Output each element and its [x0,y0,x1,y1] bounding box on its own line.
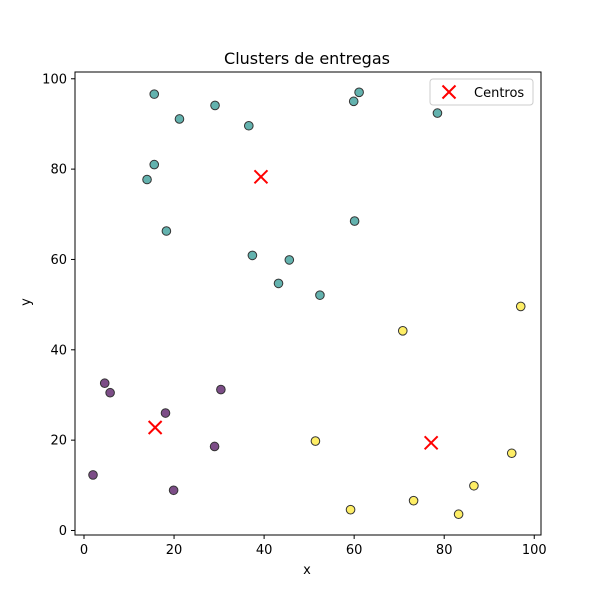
data-point-cluster-1 [210,100,220,111]
data-point-cluster-1 [284,255,295,265]
x-axis-label: x [303,563,311,578]
data-point-cluster-0 [88,470,98,480]
data-point-cluster-2 [453,509,464,520]
data-point-cluster-1 [149,159,160,170]
x-tick-label: 20 [166,543,183,558]
data-point-cluster-1 [349,216,360,226]
data-point-cluster-0 [99,378,110,389]
y-tick-label: 80 [50,163,67,178]
chart-title: Clusters de entregas [224,49,390,68]
y-tick-label: 100 [42,72,67,87]
data-point-cluster-1 [243,120,254,131]
legend-x-marker [441,84,457,100]
center-stroke [423,435,439,451]
data-point-cluster-1 [174,114,185,124]
data-point-cluster-1 [247,250,258,261]
data-point-cluster-2 [345,504,356,515]
y-tick-label: 60 [50,253,67,268]
data-point-cluster-1 [149,89,160,99]
data-point-cluster-2 [310,436,321,446]
y-tick-label: 20 [50,434,67,449]
x-tick-label: 60 [346,543,363,558]
data-point-cluster-1 [348,96,359,107]
legend-label-centros: Centros [474,86,524,101]
legend: Centros [429,78,534,106]
data-point-cluster-2 [515,301,526,312]
data-point-cluster-0 [209,441,220,452]
legend-center-marker [441,84,457,100]
data-point-cluster-2 [408,495,419,506]
data-point-cluster-1 [161,226,172,236]
x-tick-label: 0 [80,543,88,558]
data-point-cluster-1 [315,290,325,300]
data-point-cluster-1 [142,174,152,185]
cluster-center [253,169,269,185]
x-tick-label: 100 [522,543,547,558]
data-point-cluster-2 [469,480,479,491]
data-point-cluster-0 [216,384,226,395]
cluster-center [423,435,439,451]
center-stroke [147,420,163,435]
data-point-cluster-1 [354,87,364,98]
data-point-cluster-1 [273,278,284,289]
data-point-cluster-0 [160,408,171,418]
data-point-cluster-0 [168,485,179,496]
axes-frame [74,71,542,536]
data-point-cluster-1 [432,108,443,118]
cluster-center [147,420,163,435]
data-point-cluster-0 [105,387,115,398]
data-point-cluster-2 [506,448,517,459]
y-tick-label: 40 [50,343,67,358]
plot-area: 0 20 40 60 80 100 0 20 40 60 80 100 [42,71,547,558]
center-stroke [441,84,457,100]
y-axis-label: y [19,298,34,306]
x-tick-label: 80 [436,543,453,558]
legend-box [429,78,534,106]
y-tick-label: 0 [59,524,67,539]
data-point-cluster-2 [397,326,408,336]
x-tick-label: 40 [256,543,273,558]
center-stroke [253,169,269,185]
